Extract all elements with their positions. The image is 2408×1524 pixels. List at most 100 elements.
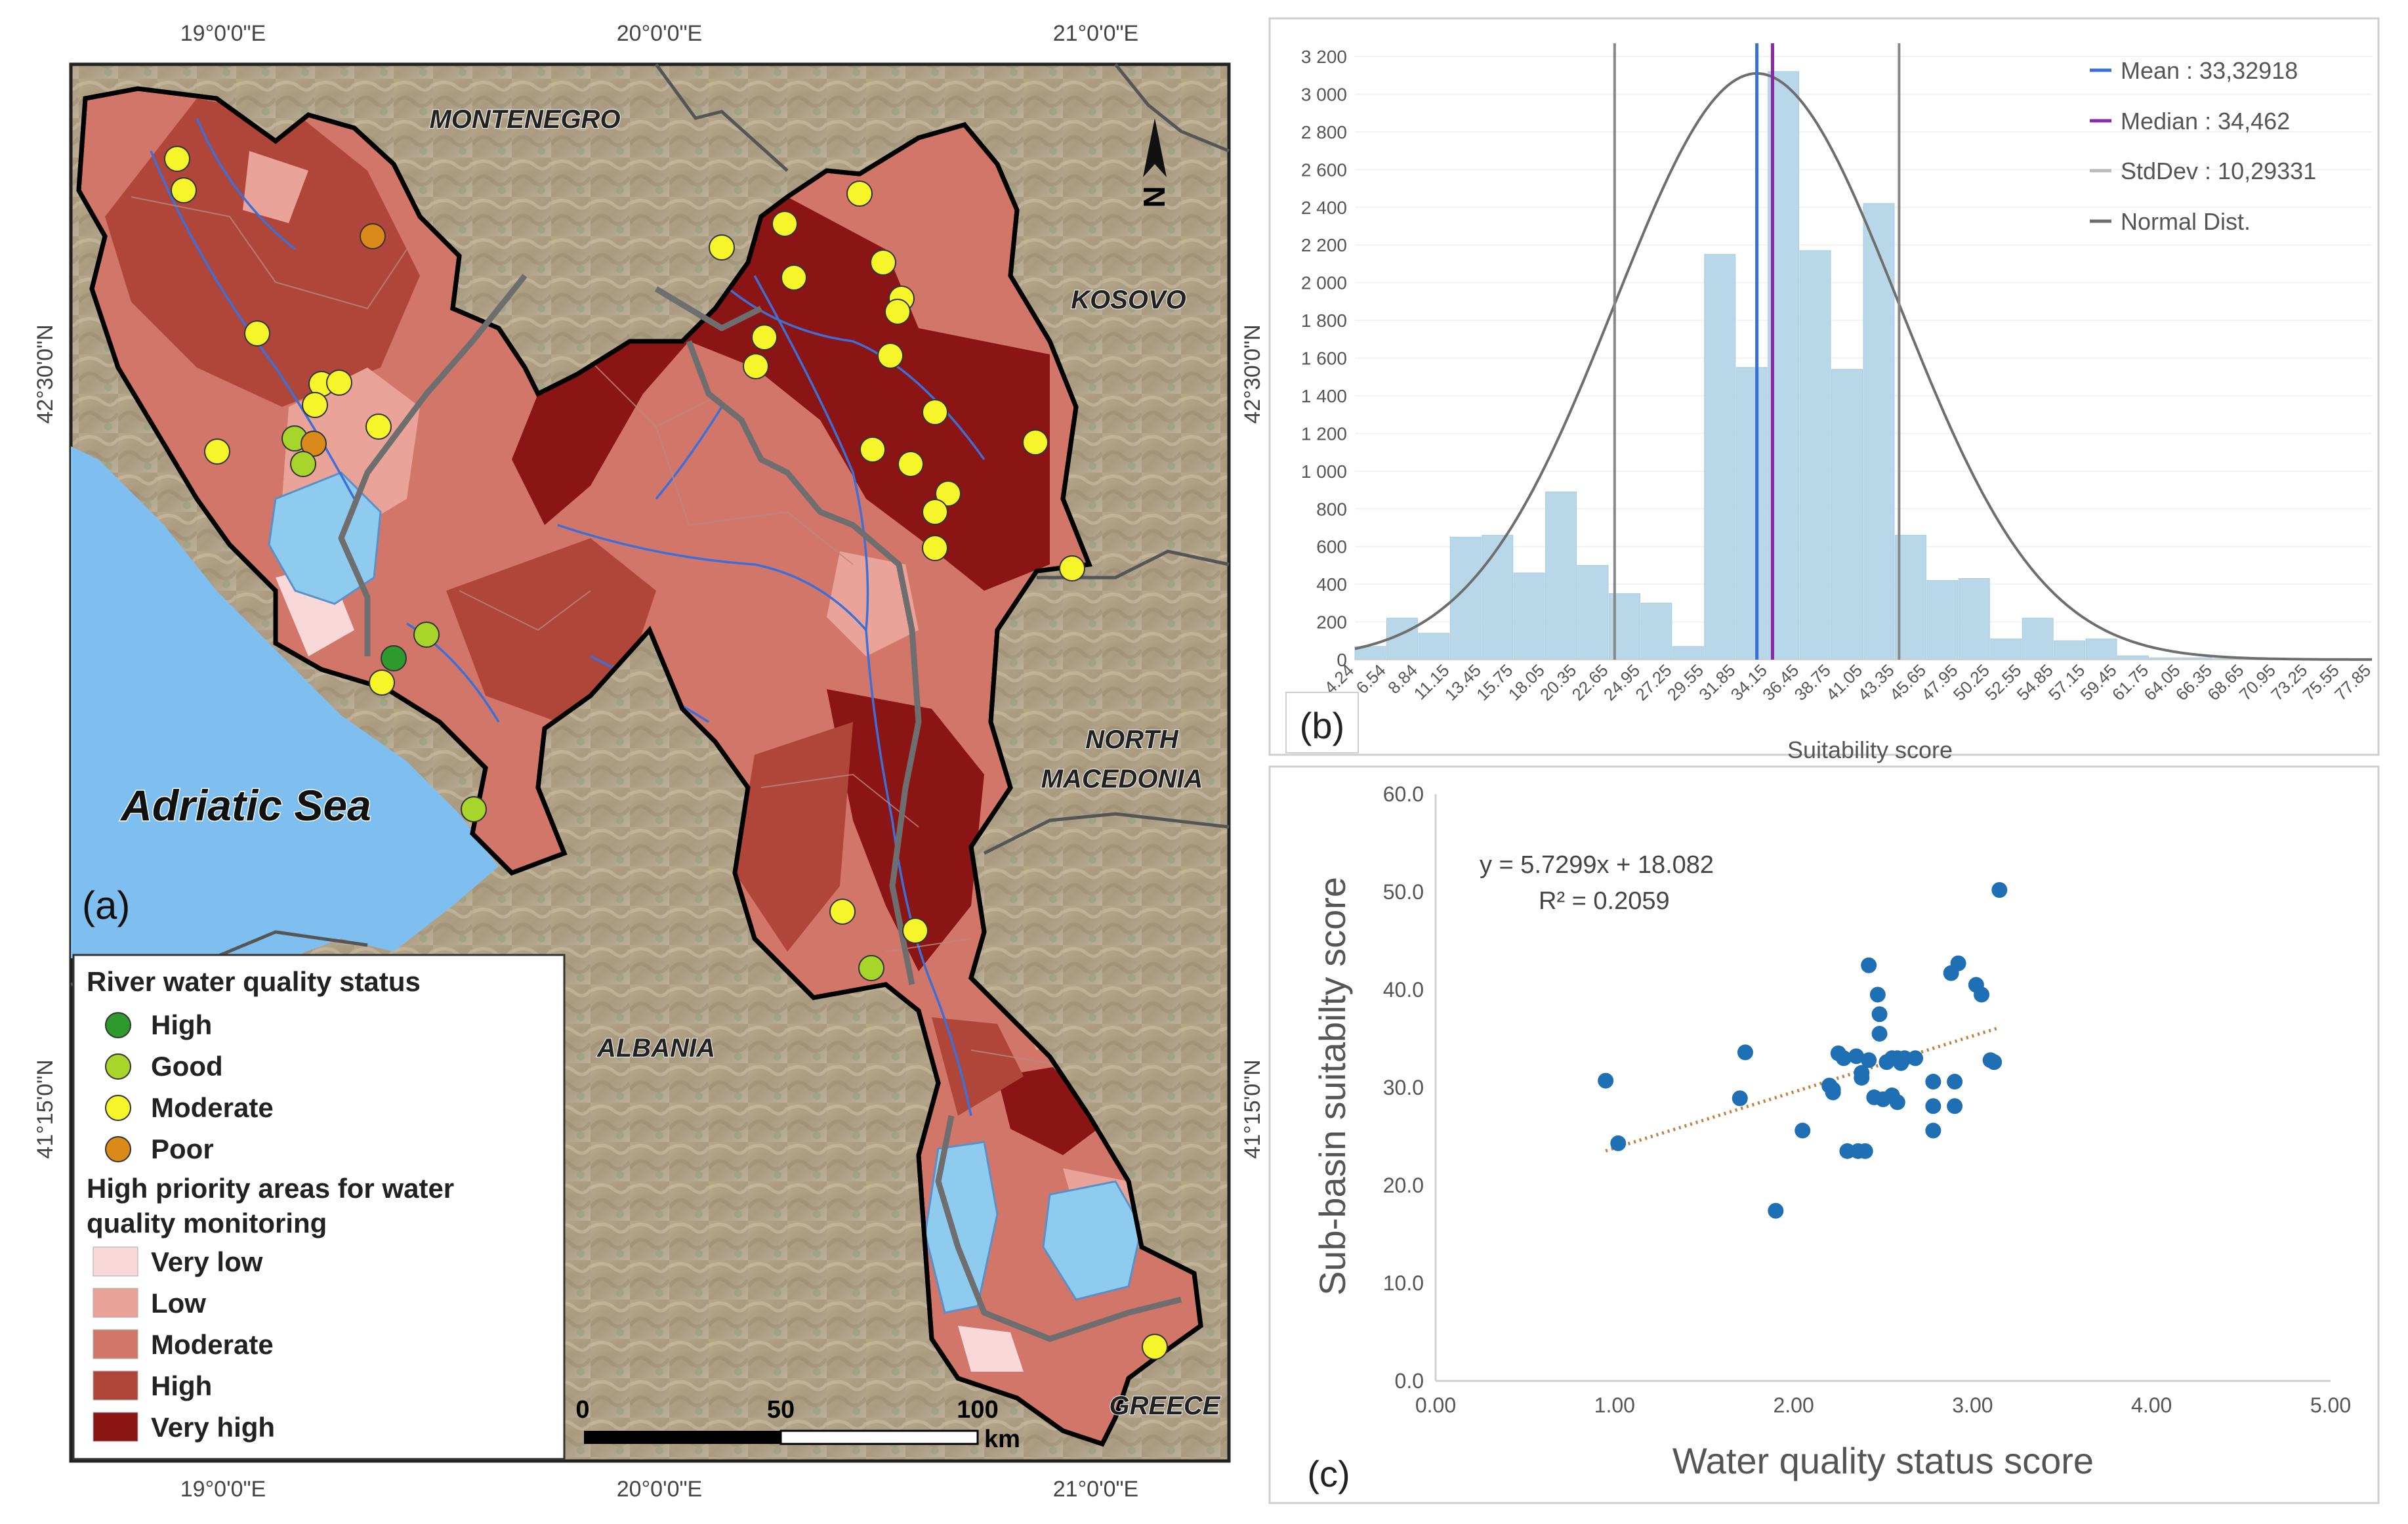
low-zone [243, 151, 308, 223]
legend-area-high-label: High [151, 1370, 212, 1401]
legend-area-low: Low [93, 1288, 206, 1319]
scatter-point [1861, 957, 1877, 973]
scatter-point [1871, 1026, 1888, 1042]
scatter-y-tick-label: 10.0 [1383, 1271, 1424, 1295]
north-arrow-icon: N [1137, 118, 1171, 208]
water-quality-point-moderate [1022, 429, 1048, 455]
histogram-y-tick-label: 800 [1316, 499, 1347, 519]
scatter-point [1854, 1070, 1870, 1086]
legend-area-very-low: Very low [93, 1246, 263, 1277]
scatter-y-tick-label: 20.0 [1383, 1174, 1424, 1197]
histogram-x-label: Suitability score [1787, 736, 1953, 763]
water-quality-point-moderate [846, 180, 873, 207]
north-arrow-label: N [1137, 186, 1171, 207]
legend-area-high: High [93, 1370, 212, 1401]
legend-mean: Mean : 33,32918 [2121, 57, 2298, 84]
legend-areas-title-2: quality monitoring [87, 1208, 327, 1238]
histogram-y-tick-label: 1 000 [1301, 461, 1347, 482]
histogram-bar [1672, 646, 1704, 660]
scatter-y-tick-label: 0.0 [1395, 1369, 1424, 1393]
histogram-y-tick-label: 3 000 [1301, 84, 1347, 104]
scatter-point [1869, 986, 1886, 1003]
histogram-bar [1545, 491, 1577, 660]
high-zone [932, 1017, 1024, 1116]
histogram-y-tick-label: 2 600 [1301, 159, 1347, 180]
low-zone [827, 551, 919, 656]
legend-area-very-low-label: Very low [151, 1246, 263, 1277]
histogram-bar [1577, 564, 1609, 660]
histogram-bar [1926, 580, 1959, 660]
scatter-point [1610, 1135, 1627, 1151]
water-quality-point-moderate [302, 392, 328, 418]
water-quality-point-moderate [877, 343, 903, 369]
high-zone [446, 538, 656, 722]
very-high-zone [827, 689, 984, 971]
water-quality-point-moderate [204, 438, 230, 465]
scatter-y-tick-label: 40.0 [1383, 978, 1424, 1002]
histogram-y-tick-label: 2 200 [1301, 235, 1347, 255]
histogram-y-tick-label: 600 [1316, 537, 1347, 557]
water-quality-point-moderate [709, 234, 735, 261]
scatter-point [1857, 1143, 1873, 1159]
water-quality-point-good [290, 451, 316, 477]
legend-area-very-high-label: Very high [151, 1412, 275, 1443]
legend-point-moderate-label: Moderate [151, 1092, 274, 1123]
label-north: NORTH [1085, 725, 1179, 754]
scatter-x-label: Water quality status score [1672, 1440, 2094, 1481]
scatter-point [1925, 1122, 1941, 1139]
legend-points-title: River water quality status [87, 966, 421, 997]
scatter-point [1732, 1090, 1748, 1107]
scatter-points [1598, 882, 2008, 1219]
histogram-y-tick-label: 1 400 [1301, 386, 1347, 406]
scale-bar: 0 50 100 km [575, 1396, 1020, 1453]
scatter-point [1925, 1098, 1941, 1114]
scatter-panel: 0.0 10.0 20.0 30.0 40.0 50.0 60.0 0.00 1.00 2.00… [1268, 765, 2380, 1504]
scatter-point [1925, 1074, 1941, 1090]
histogram-panel-label: (b) [1300, 705, 1344, 746]
trend-equation: y = 5.7299x + 18.082 [1480, 851, 1714, 879]
histogram-y-tick-label: 400 [1316, 574, 1347, 595]
water-quality-point-moderate [244, 320, 270, 347]
water-quality-point-moderate [365, 413, 392, 440]
legend-area-moderate: Moderate [93, 1329, 274, 1360]
histogram-y-tick-label: 3 200 [1301, 47, 1347, 67]
scatter-x-tick-label: 5.00 [2310, 1393, 2351, 1417]
legend-point-good: Good [105, 1051, 223, 1082]
scatter-point [1974, 986, 1990, 1003]
histogram-y-tick-label: 1 200 [1301, 423, 1347, 444]
lon-label-20: 20°0'0"E [617, 21, 702, 46]
scatter-x-ticks: 0.00 1.00 2.00 3.00 4.00 5.00 [1415, 1393, 2351, 1417]
scatter-point [1848, 1048, 1865, 1065]
histogram-bar [1704, 254, 1736, 660]
legend-point-high: High [105, 1009, 212, 1040]
scatter-point [1598, 1072, 1614, 1089]
scatter-x-tick-label: 2.00 [1773, 1393, 1814, 1417]
map-panel: 19°0'0"E 20°0'0"E 21°0'0"E 19°0'0"E 20°0… [33, 21, 1265, 1502]
water-quality-point-good [858, 955, 884, 981]
high-zone [735, 722, 853, 952]
water-quality-point-moderate [369, 669, 395, 696]
legend-point-poor: Poor [105, 1133, 214, 1164]
trendline [1605, 1026, 2001, 1153]
water-quality-point-poor [360, 223, 386, 249]
normal-distribution-curve [1354, 72, 2372, 661]
water-quality-point-good [413, 622, 440, 648]
scatter-point [1795, 1122, 1811, 1139]
histogram-bar [2085, 638, 2117, 660]
histogram-y-tick-label: 200 [1316, 612, 1347, 633]
water-quality-point-moderate [922, 535, 948, 561]
scatter-x-tick-label: 0.00 [1415, 1393, 1456, 1417]
histogram-y-tick-label: 1 600 [1301, 349, 1347, 369]
water-quality-point-moderate [922, 499, 948, 525]
scale-label-50: 50 [767, 1396, 795, 1424]
scatter-point [1835, 1050, 1852, 1067]
lon-label-21-bottom: 21°0'0"E [1053, 1477, 1138, 1502]
lon-label-19-bottom: 19°0'0"E [180, 1477, 266, 1502]
water-quality-point-moderate [902, 918, 928, 944]
scatter-point [1768, 1202, 1784, 1219]
legend-area-moderate-label: Moderate [151, 1329, 274, 1360]
map-panel-label: (a) [82, 883, 130, 927]
water-quality-point-moderate [870, 249, 896, 276]
lat-label-41-15-right: 41°15'0"N [1240, 1059, 1265, 1158]
